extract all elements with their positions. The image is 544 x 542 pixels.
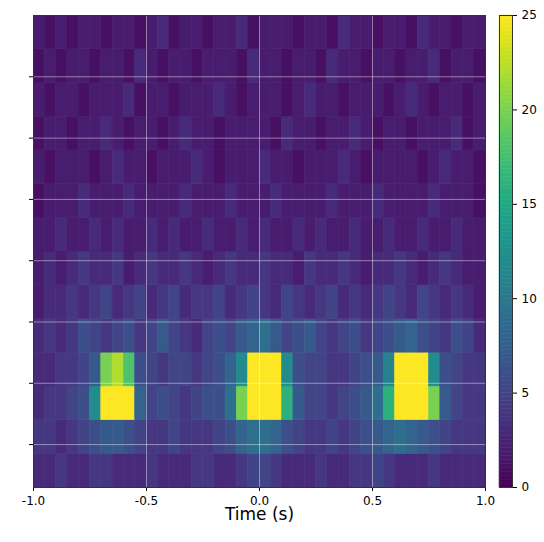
svg-text:25: 25 <box>522 8 537 22</box>
svg-text:-1.0: -1.0 <box>22 494 45 508</box>
svg-text:-0.5: -0.5 <box>135 494 158 508</box>
svg-text:15: 15 <box>522 197 537 211</box>
svg-text:5: 5 <box>522 386 530 400</box>
svg-text:1.0: 1.0 <box>476 494 495 508</box>
svg-text:Time (s): Time (s) <box>224 504 294 524</box>
svg-text:0.0: 0.0 <box>250 494 269 508</box>
svg-text:0: 0 <box>522 480 530 494</box>
svg-text:10: 10 <box>522 292 537 306</box>
svg-text:20: 20 <box>522 103 537 117</box>
svg-text:0.5: 0.5 <box>363 494 382 508</box>
